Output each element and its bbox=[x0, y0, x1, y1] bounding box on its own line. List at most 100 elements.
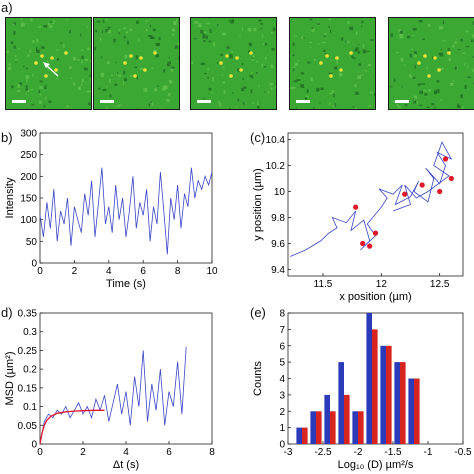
texture-speck bbox=[203, 73, 207, 75]
texture-speck bbox=[347, 41, 350, 44]
texture-speck bbox=[330, 59, 332, 61]
texture-speck bbox=[115, 74, 118, 76]
texture-speck bbox=[467, 65, 469, 69]
texture-speck bbox=[51, 22, 55, 25]
texture-speck bbox=[208, 87, 212, 91]
particle-spot bbox=[349, 51, 353, 55]
texture-speck bbox=[251, 57, 254, 59]
texture-speck bbox=[307, 61, 311, 64]
texture-speck bbox=[232, 92, 234, 94]
particle-spot bbox=[64, 51, 68, 55]
y-tick-label: 8 bbox=[279, 309, 285, 320]
texture-speck bbox=[18, 47, 20, 50]
texture-speck bbox=[251, 102, 254, 104]
texture-speck bbox=[171, 28, 175, 32]
particle-spot bbox=[239, 68, 243, 72]
texture-speck bbox=[172, 33, 174, 36]
texture-speck bbox=[126, 31, 129, 34]
texture-speck bbox=[440, 98, 443, 101]
texture-speck bbox=[155, 42, 160, 46]
texture-speck bbox=[122, 81, 124, 86]
texture-speck bbox=[301, 36, 304, 39]
particle-spot bbox=[319, 61, 323, 65]
texture-speck bbox=[193, 38, 198, 40]
texture-speck bbox=[209, 28, 212, 33]
histogram-bar bbox=[330, 411, 336, 445]
texture-speck bbox=[154, 88, 158, 92]
histogram-bar bbox=[386, 345, 392, 445]
y-tick-label: 100 bbox=[20, 215, 37, 226]
texture-speck bbox=[450, 82, 454, 86]
texture-speck bbox=[412, 28, 417, 31]
texture-speck bbox=[251, 75, 254, 79]
texture-speck bbox=[426, 66, 428, 69]
texture-speck bbox=[418, 20, 423, 23]
y-tick-label: 250 bbox=[20, 150, 37, 161]
texture-speck bbox=[226, 46, 230, 49]
particle-spot bbox=[427, 74, 431, 78]
texture-speck bbox=[16, 90, 21, 92]
texture-speck bbox=[332, 105, 335, 107]
texture-speck bbox=[328, 18, 332, 21]
texture-speck bbox=[300, 84, 304, 88]
texture-speck bbox=[265, 42, 268, 46]
texture-speck bbox=[98, 87, 101, 90]
particle-spot bbox=[433, 56, 437, 60]
texture-speck bbox=[364, 70, 367, 72]
texture-speck bbox=[30, 89, 34, 91]
texture-speck bbox=[229, 108, 231, 109]
texture-speck bbox=[36, 47, 38, 51]
texture-speck bbox=[136, 20, 139, 24]
texture-speck bbox=[354, 107, 357, 109]
texture-speck bbox=[294, 62, 299, 66]
texture-speck bbox=[271, 48, 275, 51]
texture-speck bbox=[419, 90, 423, 94]
texture-speck bbox=[409, 74, 412, 78]
texture-speck bbox=[354, 83, 357, 87]
texture-speck bbox=[78, 86, 81, 90]
particle-spot bbox=[229, 74, 233, 78]
texture-speck bbox=[361, 20, 364, 24]
texture-speck bbox=[53, 20, 56, 23]
y-tick-label: 0 bbox=[31, 440, 37, 451]
texture-speck bbox=[81, 49, 84, 51]
texture-speck bbox=[171, 66, 175, 69]
texture-speck bbox=[292, 66, 296, 69]
texture-speck bbox=[29, 49, 32, 53]
texture-speck bbox=[401, 86, 403, 88]
x-tick-label: 6 bbox=[140, 266, 146, 277]
particle-spot bbox=[143, 68, 147, 72]
particle-spot bbox=[249, 51, 253, 55]
texture-speck bbox=[13, 22, 16, 26]
texture-speck bbox=[237, 98, 240, 102]
texture-speck bbox=[454, 41, 458, 44]
y-axis-label: Intensity bbox=[4, 177, 16, 218]
texture-speck bbox=[118, 32, 121, 35]
texture-speck bbox=[464, 63, 466, 66]
texture-speck bbox=[274, 85, 276, 89]
texture-speck bbox=[403, 64, 406, 66]
trajectory-marker bbox=[448, 175, 454, 182]
texture-speck bbox=[66, 19, 68, 21]
texture-speck bbox=[355, 91, 359, 95]
y-axis-label: Counts bbox=[252, 361, 264, 396]
texture-speck bbox=[441, 26, 444, 30]
microscopy-frame bbox=[289, 17, 376, 110]
x-tick-label: 6 bbox=[166, 447, 172, 458]
texture-speck bbox=[203, 98, 205, 101]
texture-speck bbox=[148, 35, 152, 37]
texture-speck bbox=[170, 68, 174, 72]
texture-speck bbox=[57, 58, 60, 61]
texture-speck bbox=[26, 79, 28, 82]
texture-speck bbox=[316, 23, 320, 25]
texture-speck bbox=[269, 82, 274, 86]
texture-speck bbox=[211, 91, 214, 94]
texture-speck bbox=[260, 23, 264, 25]
texture-speck bbox=[216, 62, 219, 64]
texture-speck bbox=[335, 103, 337, 107]
texture-speck bbox=[265, 56, 267, 61]
texture-speck bbox=[413, 100, 417, 104]
texture-speck bbox=[17, 83, 21, 88]
texture-speck bbox=[355, 47, 359, 51]
